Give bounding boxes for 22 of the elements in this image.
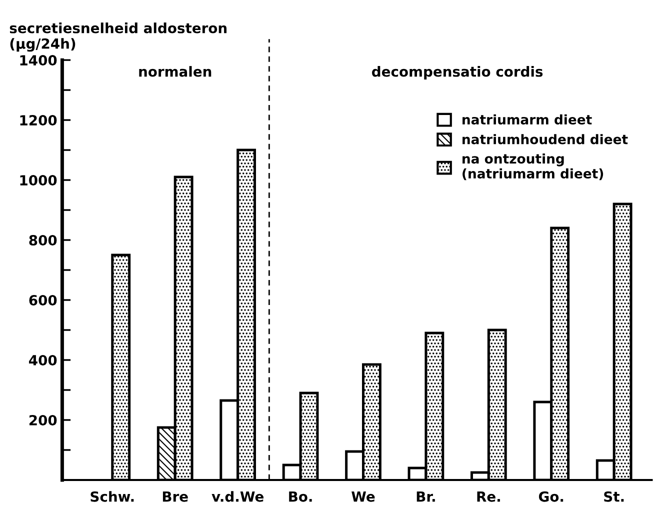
y-tick-label: 800 — [29, 235, 57, 246]
x-tick-label: Bre — [162, 492, 188, 502]
x-tick-label: St. — [604, 491, 624, 502]
legend-label: na ontzouting (natriumarm dieet) — [462, 153, 604, 180]
y-tick-label: 200 — [29, 414, 57, 426]
y-tick-label: 600 — [29, 294, 57, 306]
x-tick-label: v.d.We — [212, 491, 264, 502]
annotation: normalen — [139, 66, 212, 77]
annotation: decompensatio cordis — [372, 66, 543, 80]
x-tick-label: Bo. — [289, 492, 312, 502]
y-tick-label: 1400 — [20, 55, 57, 66]
x-tick-label: Re. — [477, 492, 500, 502]
y-tick-label: 1000 — [20, 175, 57, 186]
x-tick-label: Br. — [416, 492, 435, 502]
legend-label: natriumhoudend dieet — [462, 134, 628, 144]
y-tick-label: 1200 — [20, 115, 57, 126]
x-tick-label: Go. — [538, 491, 564, 502]
x-tick-label: Schw. — [90, 491, 134, 502]
legend-label: natriumarm dieet — [462, 114, 592, 125]
x-tick-label: We — [352, 492, 375, 502]
y-axis-title: secretiesnelheid aldosteron (μg/24h) — [10, 22, 226, 52]
y-tick-label: 400 — [29, 354, 57, 366]
